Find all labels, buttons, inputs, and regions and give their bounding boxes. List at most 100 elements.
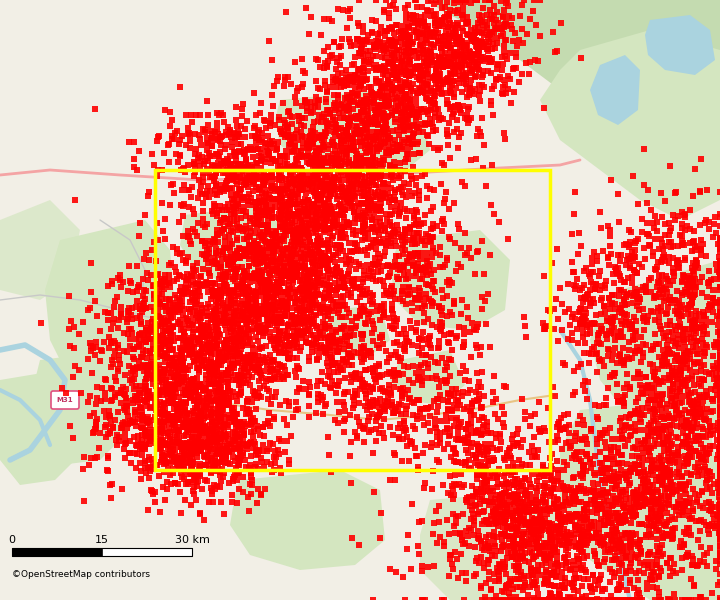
Point [336,154,348,164]
Point [335,167,346,177]
Point [714,532,720,542]
Point [299,305,310,315]
Point [284,293,296,302]
Point [571,448,582,457]
Point [663,328,675,337]
Point [256,272,267,281]
Point [363,427,374,437]
Point [670,338,681,348]
Point [615,332,626,342]
Point [184,335,195,344]
Point [311,261,323,271]
Point [627,298,639,308]
Point [251,139,262,148]
Point [208,205,220,215]
Point [228,427,239,437]
Point [407,79,418,88]
Point [251,367,263,377]
Point [501,503,513,513]
Point [222,296,233,306]
Point [305,103,317,112]
Point [123,307,135,317]
Point [551,503,562,512]
Point [361,406,372,415]
Point [396,456,408,466]
Point [462,437,473,447]
Point [595,514,606,524]
Point [499,35,510,45]
Point [579,512,590,522]
Point [594,328,606,337]
Point [677,278,688,287]
Point [197,357,208,367]
Point [581,395,593,404]
Point [281,296,292,306]
Point [598,532,610,542]
Point [700,251,711,261]
Point [379,404,390,413]
Point [405,52,417,61]
Point [283,198,294,208]
Point [396,235,408,245]
Point [431,371,442,380]
Point [176,131,188,141]
Point [704,506,716,515]
Point [156,344,167,354]
Point [704,475,716,484]
Point [338,148,350,158]
Point [187,381,199,391]
Point [401,401,413,411]
Point [651,500,662,510]
Point [525,566,536,576]
Point [315,176,327,186]
Point [134,301,145,310]
Point [374,141,386,151]
Point [196,400,207,409]
Point [559,307,571,317]
Point [330,250,341,260]
Point [291,271,302,280]
Point [333,201,345,211]
Point [671,458,683,467]
Point [273,137,284,147]
Point [714,233,720,243]
Point [135,403,147,413]
Point [230,464,241,473]
Point [174,463,185,472]
Point [288,191,300,200]
Point [347,142,359,151]
Point [534,0,546,5]
Point [656,479,667,488]
Point [610,473,621,483]
Point [235,382,247,391]
Point [187,424,199,433]
Point [371,127,382,137]
Point [510,539,521,548]
Point [146,352,158,362]
Point [400,29,411,39]
Point [242,314,253,323]
Point [583,595,595,600]
Point [397,106,409,115]
Point [350,164,361,173]
Point [684,285,696,295]
Point [242,296,253,306]
Point [181,341,192,350]
Point [260,203,271,213]
Point [294,346,305,356]
Point [418,448,429,458]
Point [254,430,266,440]
Point [197,308,208,317]
Point [335,161,346,170]
Point [327,77,338,87]
Point [618,295,630,304]
Point [329,190,341,199]
Point [579,512,590,522]
Point [85,258,96,268]
Point [461,84,472,94]
Point [247,302,258,312]
Point [268,300,279,310]
Point [383,35,395,45]
Point [310,76,322,86]
Point [636,214,648,223]
